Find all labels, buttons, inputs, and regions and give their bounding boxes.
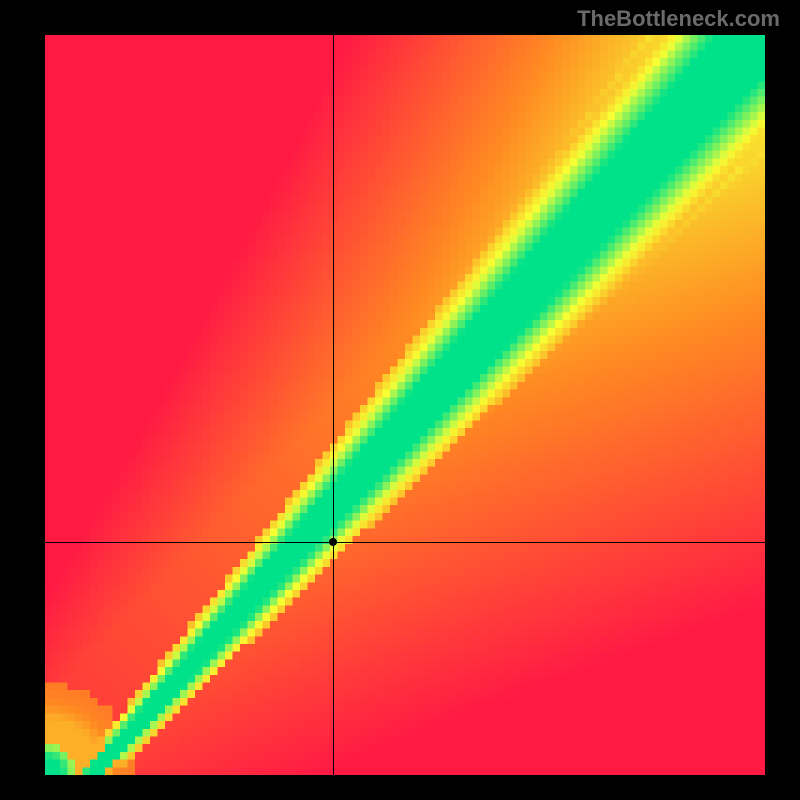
watermark-text: TheBottleneck.com [577, 6, 780, 32]
heatmap-canvas [45, 35, 765, 775]
crosshair-horizontal [45, 542, 765, 543]
marker-dot [329, 538, 337, 546]
plot-area [45, 35, 765, 775]
crosshair-vertical [333, 35, 334, 775]
